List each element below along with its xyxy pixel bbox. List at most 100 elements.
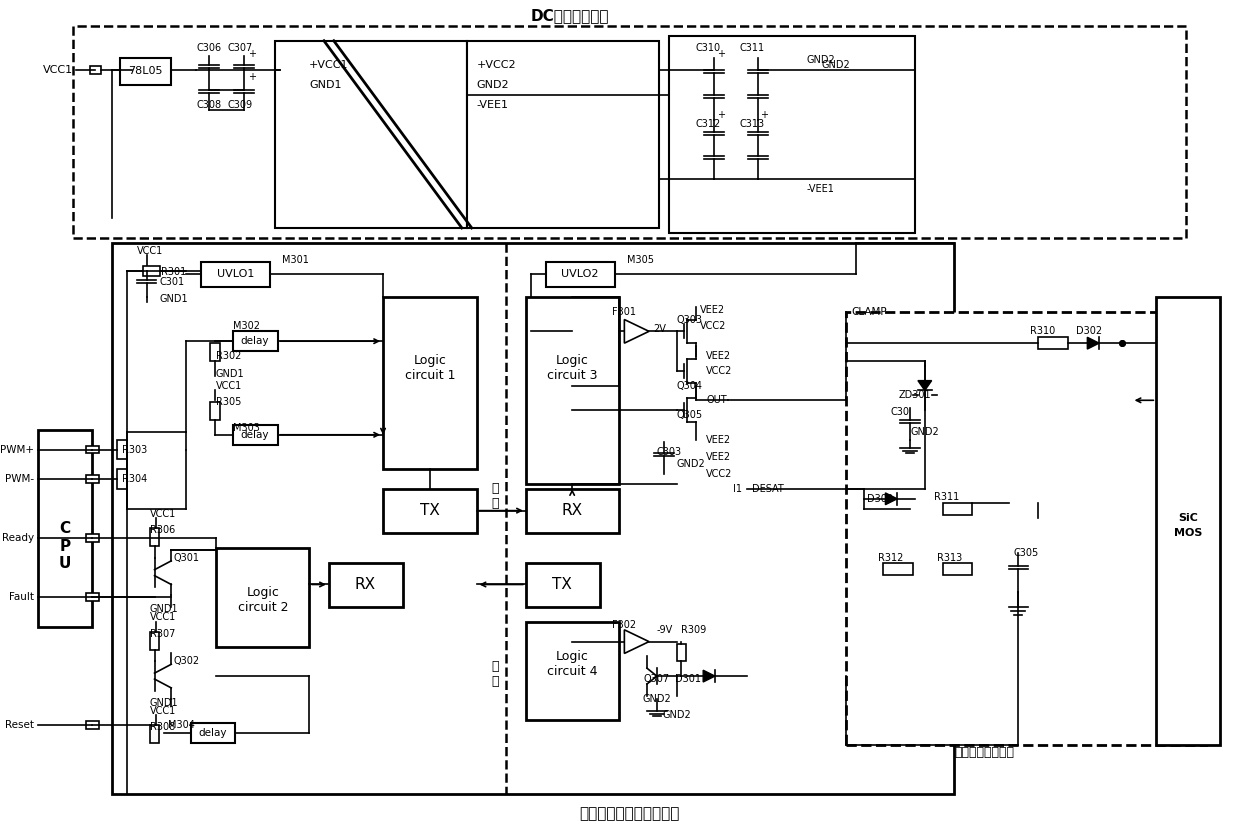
Text: Fault: Fault — [10, 592, 35, 602]
Text: C305: C305 — [1013, 548, 1039, 558]
Text: R308: R308 — [150, 722, 175, 732]
Text: GND1: GND1 — [150, 698, 179, 707]
Text: GND1: GND1 — [309, 80, 342, 90]
Text: 离: 离 — [492, 498, 500, 510]
Bar — [117, 440, 126, 460]
Bar — [883, 563, 913, 575]
Text: D302: D302 — [1076, 326, 1102, 336]
Text: VCC1: VCC1 — [150, 508, 176, 519]
Bar — [191, 723, 236, 743]
Text: U: U — [58, 556, 71, 571]
Text: SiC: SiC — [1178, 513, 1198, 524]
Text: UVLO1: UVLO1 — [217, 269, 254, 279]
Text: VCC1: VCC1 — [150, 706, 176, 716]
Text: C301: C301 — [160, 277, 185, 287]
Text: GND1: GND1 — [216, 368, 244, 378]
Text: D301: D301 — [676, 674, 702, 684]
Bar — [233, 331, 278, 351]
Text: TX: TX — [552, 577, 572, 592]
Text: VCC2: VCC2 — [706, 469, 733, 479]
Bar — [86, 593, 99, 602]
Text: GND1: GND1 — [160, 294, 188, 304]
Bar — [526, 489, 620, 534]
Bar — [526, 563, 600, 607]
Text: delay: delay — [241, 336, 269, 347]
Bar — [383, 489, 476, 534]
Text: +: + — [760, 110, 769, 120]
Text: Q307: Q307 — [644, 674, 670, 684]
Bar — [1038, 337, 1068, 349]
Text: MOS: MOS — [1173, 529, 1202, 539]
Text: 磁隔离栅极驱动集成电路: 磁隔离栅极驱动集成电路 — [579, 806, 680, 821]
Bar — [112, 242, 955, 795]
Text: M305: M305 — [627, 255, 655, 265]
Text: Logic: Logic — [247, 586, 279, 599]
Bar — [150, 726, 160, 743]
Text: RX: RX — [355, 577, 376, 592]
Text: C309: C309 — [228, 100, 253, 110]
Text: Q304: Q304 — [677, 381, 703, 390]
Text: VEE2: VEE2 — [701, 305, 725, 315]
Bar — [86, 446, 99, 454]
Bar — [942, 563, 972, 575]
Polygon shape — [885, 492, 898, 505]
Text: VEE2: VEE2 — [706, 351, 732, 361]
Text: delay: delay — [241, 430, 269, 440]
Text: -VEE1: -VEE1 — [806, 184, 835, 194]
Bar — [668, 36, 915, 233]
Text: -VEE1: -VEE1 — [476, 100, 508, 110]
Bar — [86, 534, 99, 542]
Bar — [216, 548, 309, 647]
Bar — [677, 644, 687, 661]
Text: GND2: GND2 — [910, 427, 939, 437]
Text: RX: RX — [562, 503, 583, 519]
Text: M301: M301 — [281, 255, 309, 265]
Text: R301: R301 — [161, 268, 187, 277]
Text: P: P — [60, 539, 71, 554]
Bar — [546, 263, 615, 287]
Text: C313: C313 — [740, 119, 765, 129]
Text: R304: R304 — [122, 474, 148, 484]
Text: Ready: Ready — [2, 534, 35, 543]
Text: +VCC1: +VCC1 — [309, 60, 348, 70]
Bar — [526, 297, 620, 484]
Bar — [73, 26, 1185, 237]
Bar — [120, 58, 171, 85]
Text: PWM+: PWM+ — [0, 445, 35, 455]
Text: Q301: Q301 — [174, 553, 200, 563]
Text: GND1: GND1 — [150, 604, 179, 614]
Text: Reset: Reset — [5, 721, 35, 730]
Text: R307: R307 — [150, 628, 175, 638]
Bar — [38, 430, 93, 627]
Text: C311: C311 — [740, 43, 765, 53]
Text: C303: C303 — [657, 446, 682, 456]
Bar — [942, 503, 972, 514]
Bar — [466, 41, 658, 228]
Text: GND2: GND2 — [476, 80, 510, 90]
Text: Logic: Logic — [414, 354, 446, 367]
Text: GND2: GND2 — [677, 459, 706, 469]
Text: R312: R312 — [878, 553, 903, 563]
Text: M304: M304 — [169, 721, 195, 730]
Text: D303: D303 — [868, 494, 894, 503]
Text: R306: R306 — [150, 525, 175, 535]
Text: R311: R311 — [934, 492, 959, 502]
Text: R303: R303 — [122, 445, 148, 455]
Polygon shape — [625, 320, 649, 343]
Text: -9V: -9V — [657, 625, 673, 635]
Text: GND2: GND2 — [642, 694, 671, 704]
Bar — [329, 563, 403, 607]
Bar — [846, 311, 1205, 745]
Text: 隔: 隔 — [492, 482, 500, 496]
Text: +: + — [717, 110, 725, 120]
Text: +: + — [248, 72, 255, 82]
Text: VCC2: VCC2 — [701, 321, 727, 331]
Bar — [143, 266, 160, 276]
Bar — [86, 722, 99, 729]
Polygon shape — [918, 381, 931, 390]
Text: PWM-: PWM- — [5, 474, 35, 484]
Polygon shape — [625, 630, 649, 654]
Text: DESAT: DESAT — [753, 484, 784, 494]
Text: circuit 2: circuit 2 — [238, 601, 288, 613]
Text: CLAMP: CLAMP — [851, 306, 887, 316]
